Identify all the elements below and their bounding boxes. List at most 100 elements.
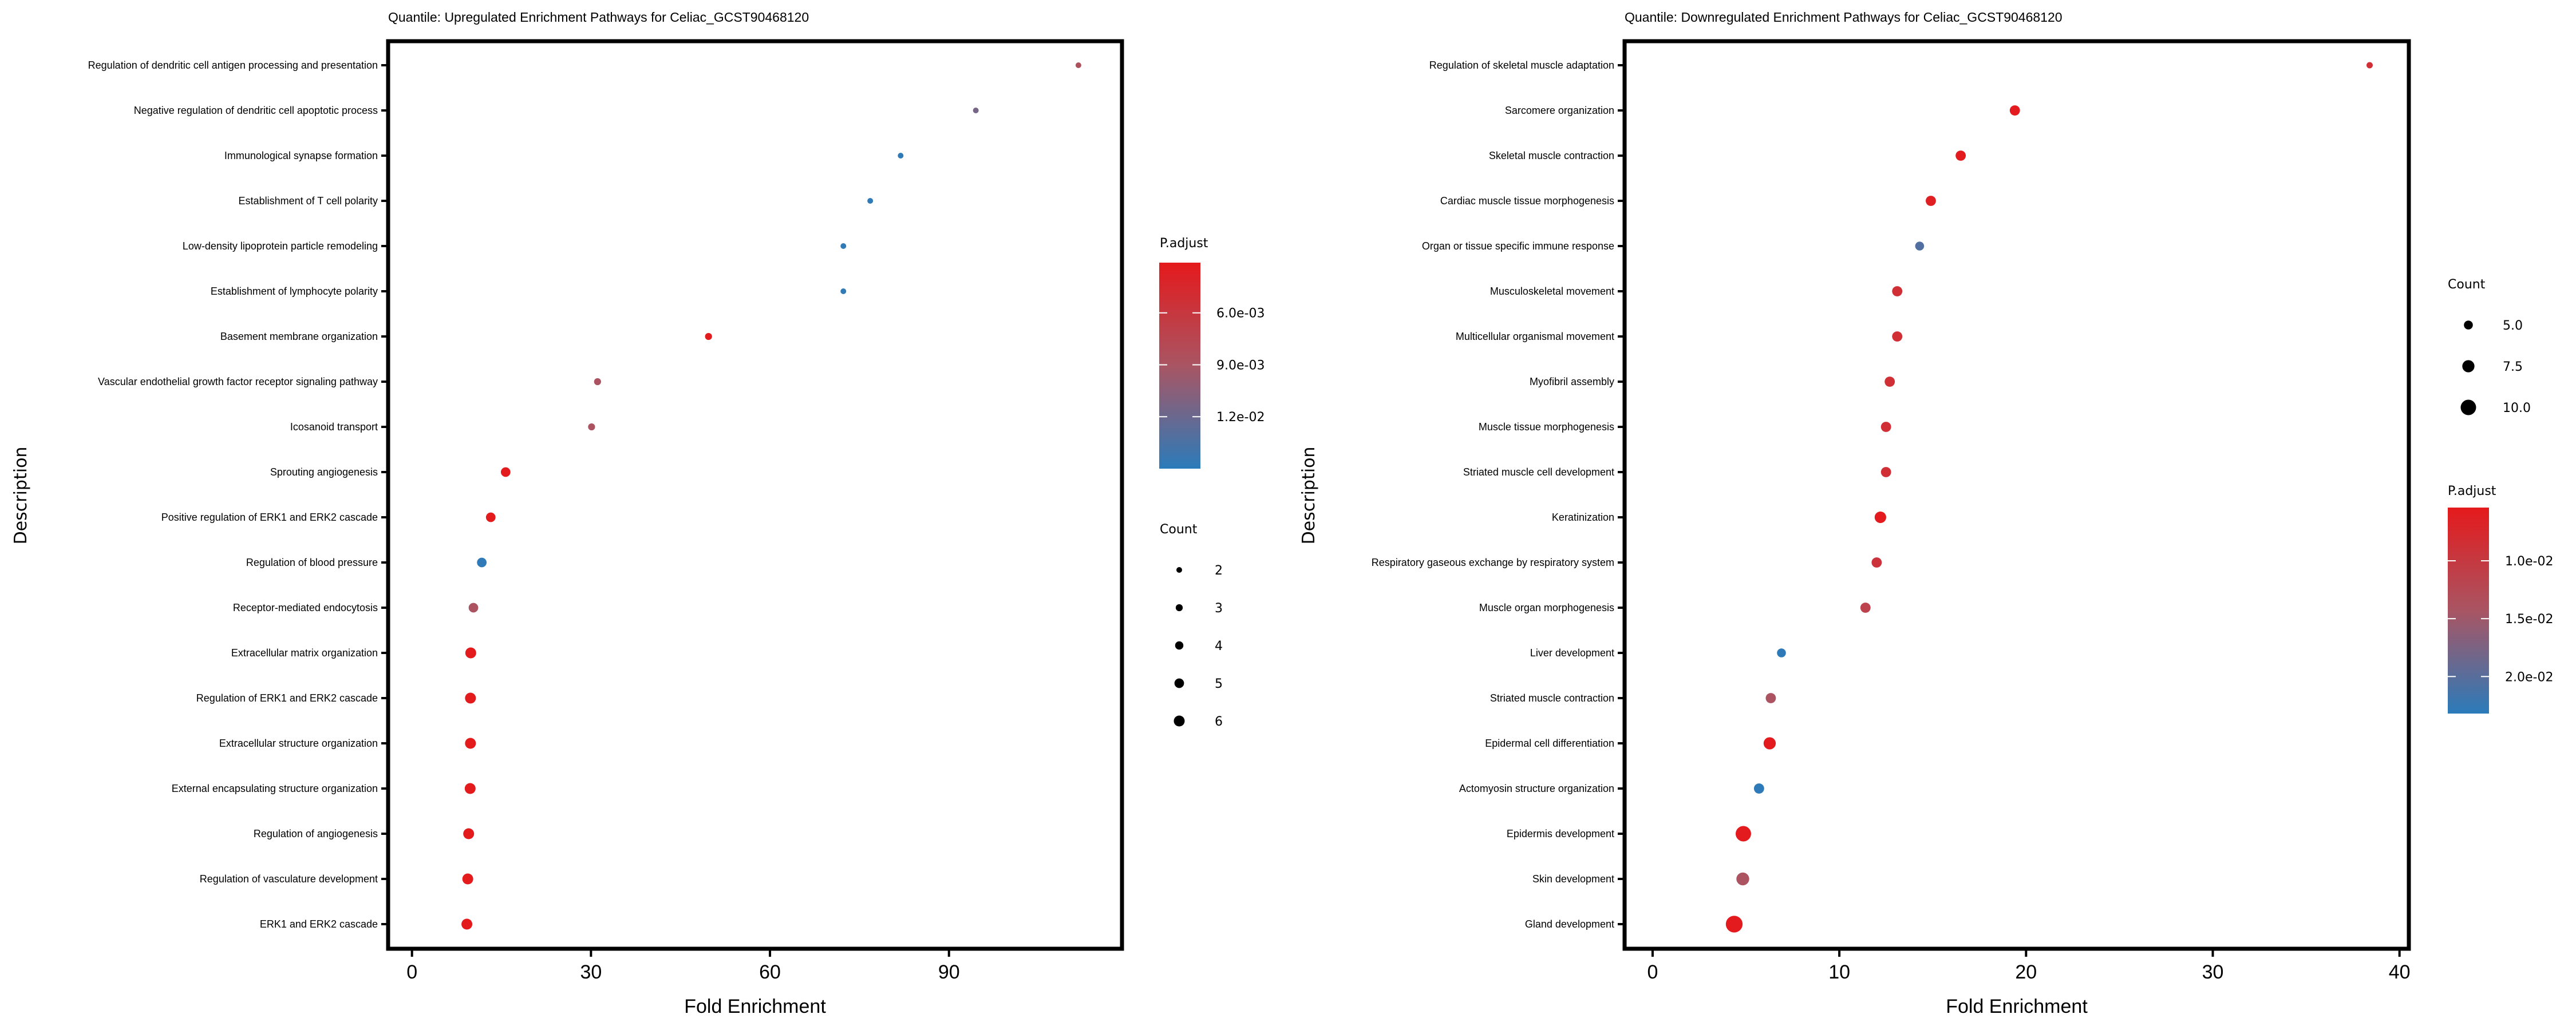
size-legend-keys: 5.0 7.5 10.0 bbox=[2460, 319, 2531, 415]
y-tick-label: Negative regulation of dendritic cell ap… bbox=[134, 105, 378, 116]
size-legend-dot bbox=[1174, 678, 1184, 688]
y-tick-label: Low-density lipoprotein particle remodel… bbox=[183, 240, 378, 252]
color-bar-label: 9.0e-03 bbox=[1216, 358, 1265, 373]
data-point bbox=[465, 647, 476, 659]
data-point bbox=[840, 288, 847, 294]
data-point bbox=[1736, 872, 1749, 886]
upregulated-panel: Quantile: Upregulated Enrichment Pathway… bbox=[11, 10, 1265, 1017]
data-point bbox=[465, 738, 476, 749]
data-point bbox=[1874, 511, 1886, 524]
y-tick-label: Regulation of skeletal muscle adaptation bbox=[1429, 60, 1614, 71]
data-point bbox=[1777, 648, 1786, 657]
x-axis-title: Fold Enrichment bbox=[684, 996, 826, 1017]
color-legend-title: P.adjust bbox=[2448, 484, 2496, 498]
color-bar-label: 1.0e-02 bbox=[2505, 554, 2553, 569]
downregulated-panel: Quantile: Downregulated Enrichment Pathw… bbox=[1299, 10, 2553, 1017]
y-tick-label: Sprouting angiogenesis bbox=[270, 466, 378, 478]
data-point bbox=[1075, 62, 1081, 68]
size-legend-label: 10.0 bbox=[2503, 401, 2531, 415]
data-point bbox=[2009, 105, 2020, 116]
chart-title: Quantile: Downregulated Enrichment Pathw… bbox=[1625, 10, 2063, 25]
y-tick-label: Respiratory gaseous exchange by respirat… bbox=[1372, 557, 1614, 568]
data-points bbox=[461, 62, 1081, 930]
size-legend-title: Count bbox=[1160, 522, 1198, 537]
chart-title: Quantile: Upregulated Enrichment Pathway… bbox=[388, 10, 809, 25]
y-tick-label: Actomyosin structure organization bbox=[1459, 783, 1614, 794]
y-tick-label: Regulation of blood pressure bbox=[246, 557, 378, 568]
data-point bbox=[462, 873, 473, 885]
y-tick-label: Muscle organ morphogenesis bbox=[1479, 602, 1614, 613]
y-tick-label: Gland development bbox=[1525, 918, 1614, 930]
x-tick-label: 90 bbox=[938, 961, 960, 983]
data-points bbox=[1725, 62, 2373, 933]
color-bar bbox=[2448, 508, 2489, 714]
data-point bbox=[594, 378, 601, 386]
y-tick-label: Musculoskeletal movement bbox=[1490, 286, 1614, 297]
y-tick-label: Striated muscle cell development bbox=[1463, 466, 1614, 478]
color-bar bbox=[1159, 263, 1200, 469]
y-tick-label: Receptor-mediated endocytosis bbox=[233, 602, 378, 613]
size-legend-dot bbox=[2462, 360, 2475, 373]
data-point bbox=[588, 423, 595, 431]
size-legend-label: 3 bbox=[1215, 601, 1223, 616]
y-axis-title: Description bbox=[11, 447, 31, 545]
y-tick-label: Muscle tissue morphogenesis bbox=[1479, 421, 1614, 433]
size-legend-label: 7.5 bbox=[2503, 360, 2523, 374]
y-tick-label: Positive regulation of ERK1 and ERK2 cas… bbox=[161, 512, 378, 523]
y-tick-label: Establishment of T cell polarity bbox=[239, 195, 378, 207]
y-tick-label: Skeletal muscle contraction bbox=[1489, 150, 1614, 161]
plot-frame bbox=[386, 39, 1124, 951]
data-point bbox=[1765, 693, 1776, 703]
data-point bbox=[1884, 377, 1895, 387]
color-bar-label: 1.5e-02 bbox=[2505, 612, 2553, 627]
x-tick-label: 0 bbox=[406, 961, 417, 983]
data-point bbox=[1860, 603, 1871, 613]
y-tick-label: Regulation of ERK1 and ERK2 cascade bbox=[196, 692, 378, 704]
y-axis: Regulation of skeletal muscle adaptation… bbox=[1372, 60, 1625, 930]
size-legend-dot bbox=[1175, 604, 1183, 612]
y-tick-label: Extracellular matrix organization bbox=[231, 647, 378, 659]
data-point bbox=[1753, 783, 1764, 794]
data-point bbox=[2366, 62, 2373, 69]
y-tick-label: Myofibril assembly bbox=[1530, 376, 1614, 387]
y-tick-label: Icosanoid transport bbox=[290, 421, 378, 433]
x-axis: 0 30 60 90 bbox=[406, 949, 960, 983]
color-bar-ticks: 6.0e-03 9.0e-03 1.2e-02 bbox=[1159, 307, 1265, 425]
data-point bbox=[477, 557, 487, 568]
color-bar-label: 2.0e-02 bbox=[2505, 670, 2553, 684]
y-tick-label: ERK1 and ERK2 cascade bbox=[260, 918, 378, 930]
y-tick-label: Epidermal cell differentiation bbox=[1485, 738, 1614, 749]
size-legend-label: 6 bbox=[1215, 715, 1223, 729]
plot-frame bbox=[1622, 39, 2411, 951]
size-legend-dot bbox=[1175, 641, 1184, 650]
legend: P.adjust 6.0e-03 9.0e-03 1.2e-02 Count 2 3 4… bbox=[1159, 236, 1265, 729]
y-tick-label: Skin development bbox=[1532, 873, 1614, 885]
x-tick-label: 30 bbox=[2202, 961, 2224, 983]
data-point bbox=[1880, 467, 1891, 477]
y-tick-label: External encapsulating structure organiz… bbox=[172, 783, 378, 794]
size-legend-dot bbox=[1174, 715, 1185, 727]
y-tick-label: Sarcomere organization bbox=[1505, 105, 1614, 116]
data-point bbox=[1735, 826, 1751, 842]
data-point bbox=[867, 198, 874, 204]
y-tick-label: Liver development bbox=[1530, 647, 1614, 659]
data-point bbox=[1725, 916, 1743, 933]
size-legend-dot bbox=[2460, 399, 2476, 415]
data-point bbox=[1926, 196, 1936, 206]
data-point bbox=[1892, 331, 1903, 342]
size-legend-label: 5.0 bbox=[2503, 319, 2523, 333]
y-tick-label: Keratinization bbox=[1552, 512, 1614, 523]
color-bar-label: 1.2e-02 bbox=[1216, 410, 1265, 425]
y-tick-label: Cardiac muscle tissue morphogenesis bbox=[1440, 195, 1614, 207]
y-tick-label: Multicellular organismal movement bbox=[1456, 331, 1614, 342]
y-tick-label: Immunological synapse formation bbox=[224, 150, 378, 161]
data-point bbox=[973, 108, 979, 113]
x-tick-label: 20 bbox=[2015, 961, 2037, 983]
y-tick-label: Regulation of dendritic cell antigen pro… bbox=[88, 60, 378, 71]
y-axis-title: Description bbox=[1299, 447, 1319, 545]
y-tick-label: Extracellular structure organization bbox=[219, 738, 378, 749]
data-point bbox=[898, 153, 904, 159]
y-tick-label: Establishment of lymphocyte polarity bbox=[211, 286, 378, 297]
data-point bbox=[463, 828, 475, 839]
